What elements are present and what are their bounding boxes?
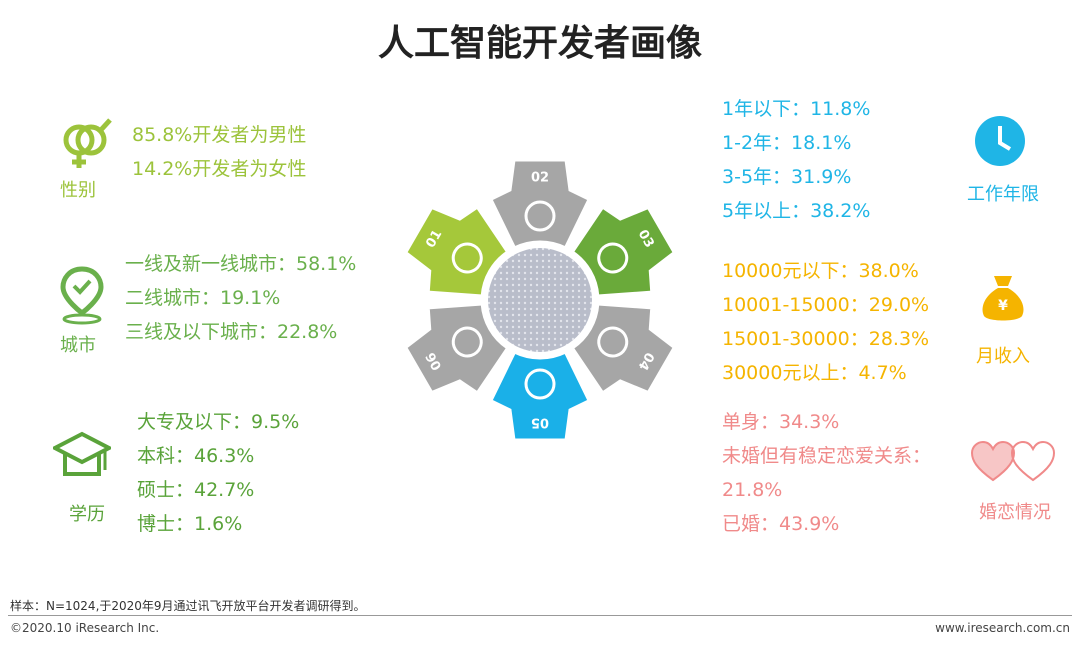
group-label: 学历 <box>69 504 105 525</box>
education-icon <box>53 431 111 476</box>
line-list: 1年以下：11.8% 1-2年：18.1% 3-5年：31.9% 5年以上：38.2% <box>722 92 870 228</box>
website: www.iresearch.com.cn <box>935 621 1070 635</box>
segment-icon <box>524 368 556 400</box>
text-line: 10001-15000：29.0% <box>722 294 930 316</box>
segment-number: 05 <box>531 415 549 430</box>
text-line: 一线及新一线城市：58.1% <box>125 253 357 275</box>
wheel-segment: 02 <box>488 158 592 250</box>
hearts-icon <box>970 440 1056 482</box>
text-line: 30000元以上：4.7% <box>722 362 907 384</box>
footer-rule <box>8 615 1072 616</box>
wheel-segment: 05 <box>488 350 592 442</box>
svg-text:¥: ¥ <box>998 298 1008 314</box>
group-label: 城市 <box>60 335 96 356</box>
group-label: 婚恋情况 <box>979 502 1051 523</box>
text-line: 二线城市：19.1% <box>125 287 281 309</box>
text-line: 1年以下：11.8% <box>722 98 871 120</box>
text-line: 15001-30000：28.3% <box>722 328 930 350</box>
line-list: 大专及以下：9.5% 本科：46.3% 硕士：42.7% 博士：1.6% <box>137 405 299 541</box>
text-line: 大专及以下：9.5% <box>137 411 300 433</box>
segment-icon <box>597 242 629 274</box>
gender-icon <box>63 118 112 168</box>
group-label: 工作年限 <box>967 184 1039 205</box>
segment-number: 02 <box>531 171 549 186</box>
segment-shape <box>570 302 677 395</box>
group-label: 月收入 <box>976 346 1030 367</box>
text-line: 1-2年：18.1% <box>722 132 852 154</box>
text-line: 3-5年：31.9% <box>722 166 852 188</box>
segment-shape <box>570 205 677 298</box>
text-line: 三线及以下城市：22.8% <box>125 321 338 343</box>
wheel-center <box>488 248 592 352</box>
segment-icon <box>597 326 629 358</box>
line-list: 10000元以下：38.0% 10001-15000：29.0% 15001-300… <box>722 254 929 390</box>
title: 人工智能开发者画像 <box>377 23 702 64</box>
segment-shape <box>403 302 510 395</box>
segment-icon <box>451 242 483 274</box>
money-icon: ¥ <box>982 276 1024 321</box>
segment-shape <box>488 350 592 442</box>
wheel-segment: 04 <box>570 302 677 395</box>
line-list: 一线及新一线城市：58.1% 二线城市：19.1% 三线及以下城市：22.8% <box>125 247 356 349</box>
wheel-segment: 03 <box>570 205 677 298</box>
text-line: 单身：34.3% <box>722 411 840 433</box>
wheel-segment: 01 <box>403 205 510 298</box>
text-line: 本科：46.3% <box>137 445 255 467</box>
text-line: 21.8% <box>722 479 783 501</box>
clock-icon <box>975 116 1025 166</box>
city-icon <box>60 266 104 325</box>
text-line: 14.2%开发者为女性 <box>132 158 307 180</box>
text-line: 10000元以下：38.0% <box>722 260 919 282</box>
wheel-segment: 06 <box>403 302 510 395</box>
line-list: 单身：34.3% 未婚但有稳定恋爱关系： 21.8% 已婚：43.9% <box>722 405 931 541</box>
segment-shape <box>403 205 510 298</box>
text-line: 85.8%开发者为男性 <box>132 124 307 146</box>
group-label: 性别 <box>60 180 96 201</box>
text-line: 5年以上：38.2% <box>722 200 871 222</box>
segment-shape <box>488 158 592 250</box>
text-line: 已婚：43.9% <box>722 513 840 535</box>
segment-icon <box>451 326 483 358</box>
footer-note: 样本：N=1024,于2020年9月通过讯飞开放平台开发者调研得到。 <box>10 599 366 613</box>
segment-icon <box>524 200 556 232</box>
line-list: 85.8%开发者为男性 14.2%开发者为女性 <box>132 118 306 186</box>
copyright: ©2020.10 iResearch Inc. <box>10 621 160 635</box>
text-line: 硕士：42.7% <box>137 479 255 501</box>
text-line: 未婚但有稳定恋爱关系： <box>722 445 932 467</box>
text-line: 博士：1.6% <box>137 513 243 535</box>
